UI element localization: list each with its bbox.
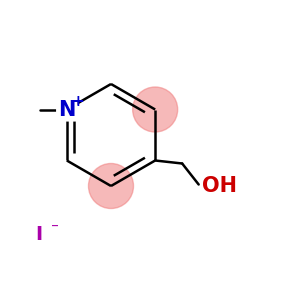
Text: N: N (58, 100, 76, 119)
Text: OH: OH (202, 176, 237, 196)
Circle shape (88, 164, 134, 208)
Text: +: + (72, 94, 85, 110)
Circle shape (133, 87, 178, 132)
Text: ⁻: ⁻ (52, 222, 59, 237)
Text: I: I (35, 224, 43, 244)
